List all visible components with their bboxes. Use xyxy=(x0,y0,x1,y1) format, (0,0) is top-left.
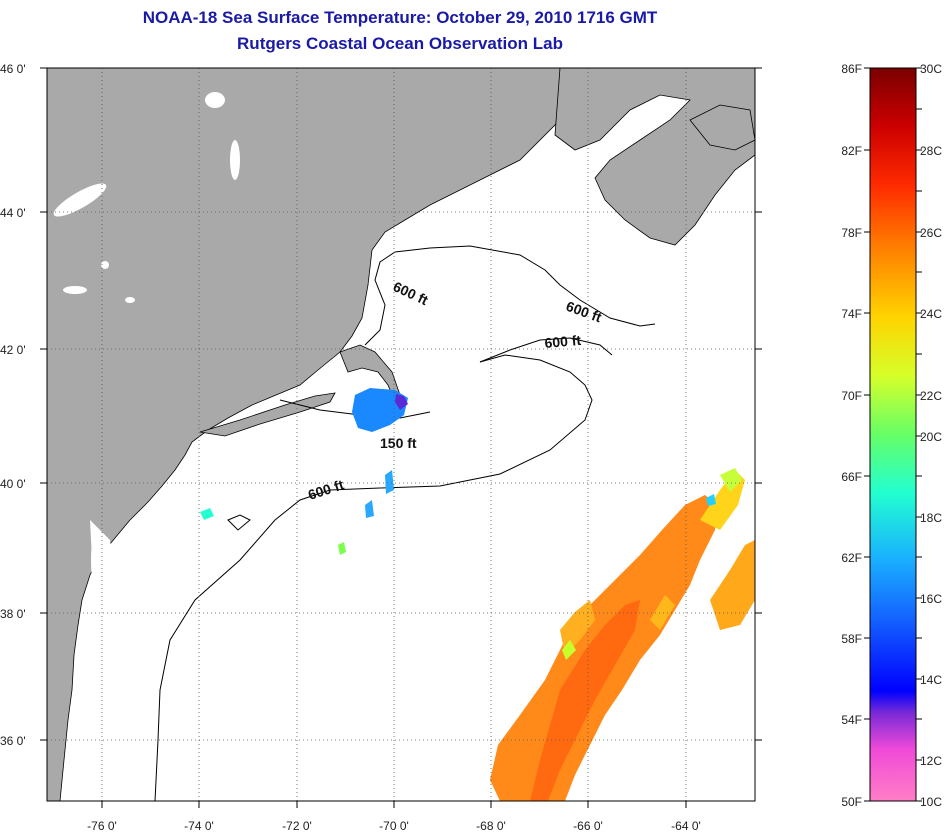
colorbar-c-label: 12C xyxy=(920,754,942,768)
map-title: NOAA-18 Sea Surface Temperature: October… xyxy=(142,8,658,27)
colorbar-c-label: 22C xyxy=(920,389,942,403)
colorbar-f-label: 54F xyxy=(841,713,862,727)
lat-label: 40 0' xyxy=(0,477,26,491)
lat-label: 36 0' xyxy=(0,734,26,748)
map-frame xyxy=(46,67,756,802)
lat-label: 46 0' xyxy=(0,62,26,76)
colorbar-f-label: 50F xyxy=(841,795,862,809)
colorbar-f-label: 86F xyxy=(841,62,862,76)
isobaths xyxy=(154,245,656,801)
lat-label: 42 0' xyxy=(0,343,26,357)
colorbar-c-label: 14C xyxy=(920,673,942,687)
colorbar xyxy=(869,67,917,802)
land-long-island xyxy=(199,392,336,437)
colorbar-c-label: 24C xyxy=(920,307,942,321)
sst-patches xyxy=(200,388,755,801)
lon-label: -74 0' xyxy=(184,819,214,833)
colorbar-c-label: 28C xyxy=(920,144,942,158)
map-subtitle: Rutgers Coastal Ocean Observation Lab xyxy=(237,34,563,53)
colorbar-c-label: 30C xyxy=(920,62,942,76)
colorbar-f-label: 82F xyxy=(841,144,862,158)
chesapeake-bay xyxy=(90,520,118,700)
colorbar-f-label: 62F xyxy=(841,551,862,565)
isobath-label: 150 ft xyxy=(380,435,417,451)
colorbar-c-label: 16C xyxy=(920,592,942,606)
colorbar-c-label: 20C xyxy=(920,430,942,444)
lat-label: 38 0' xyxy=(0,607,26,621)
colorbar-f-label: 74F xyxy=(841,307,862,321)
lat-label: 44 0' xyxy=(0,206,26,220)
colorbar-c-label: 18C xyxy=(920,511,942,525)
colorbar-f-label: 70F xyxy=(841,389,862,403)
colorbar-f-label: 66F xyxy=(841,470,862,484)
lon-label: -64 0' xyxy=(671,819,701,833)
lon-label: -76 0' xyxy=(87,819,117,833)
colorbar-c-label: 26C xyxy=(920,226,942,240)
lon-label: -66 0' xyxy=(573,819,603,833)
colorbar-f-label: 58F xyxy=(841,632,862,646)
colorbar-f-label: 78F xyxy=(841,226,862,240)
colorbar-ticks xyxy=(864,67,922,802)
lon-label: -68 0' xyxy=(476,819,506,833)
land-cape-breton xyxy=(689,104,755,151)
colorbar-c-label: 10C xyxy=(920,795,942,809)
axis-ticks xyxy=(40,67,762,808)
lon-label: -72 0' xyxy=(282,819,312,833)
isobath-label: 600 ft xyxy=(544,332,582,351)
lon-label: -70 0' xyxy=(379,819,409,833)
